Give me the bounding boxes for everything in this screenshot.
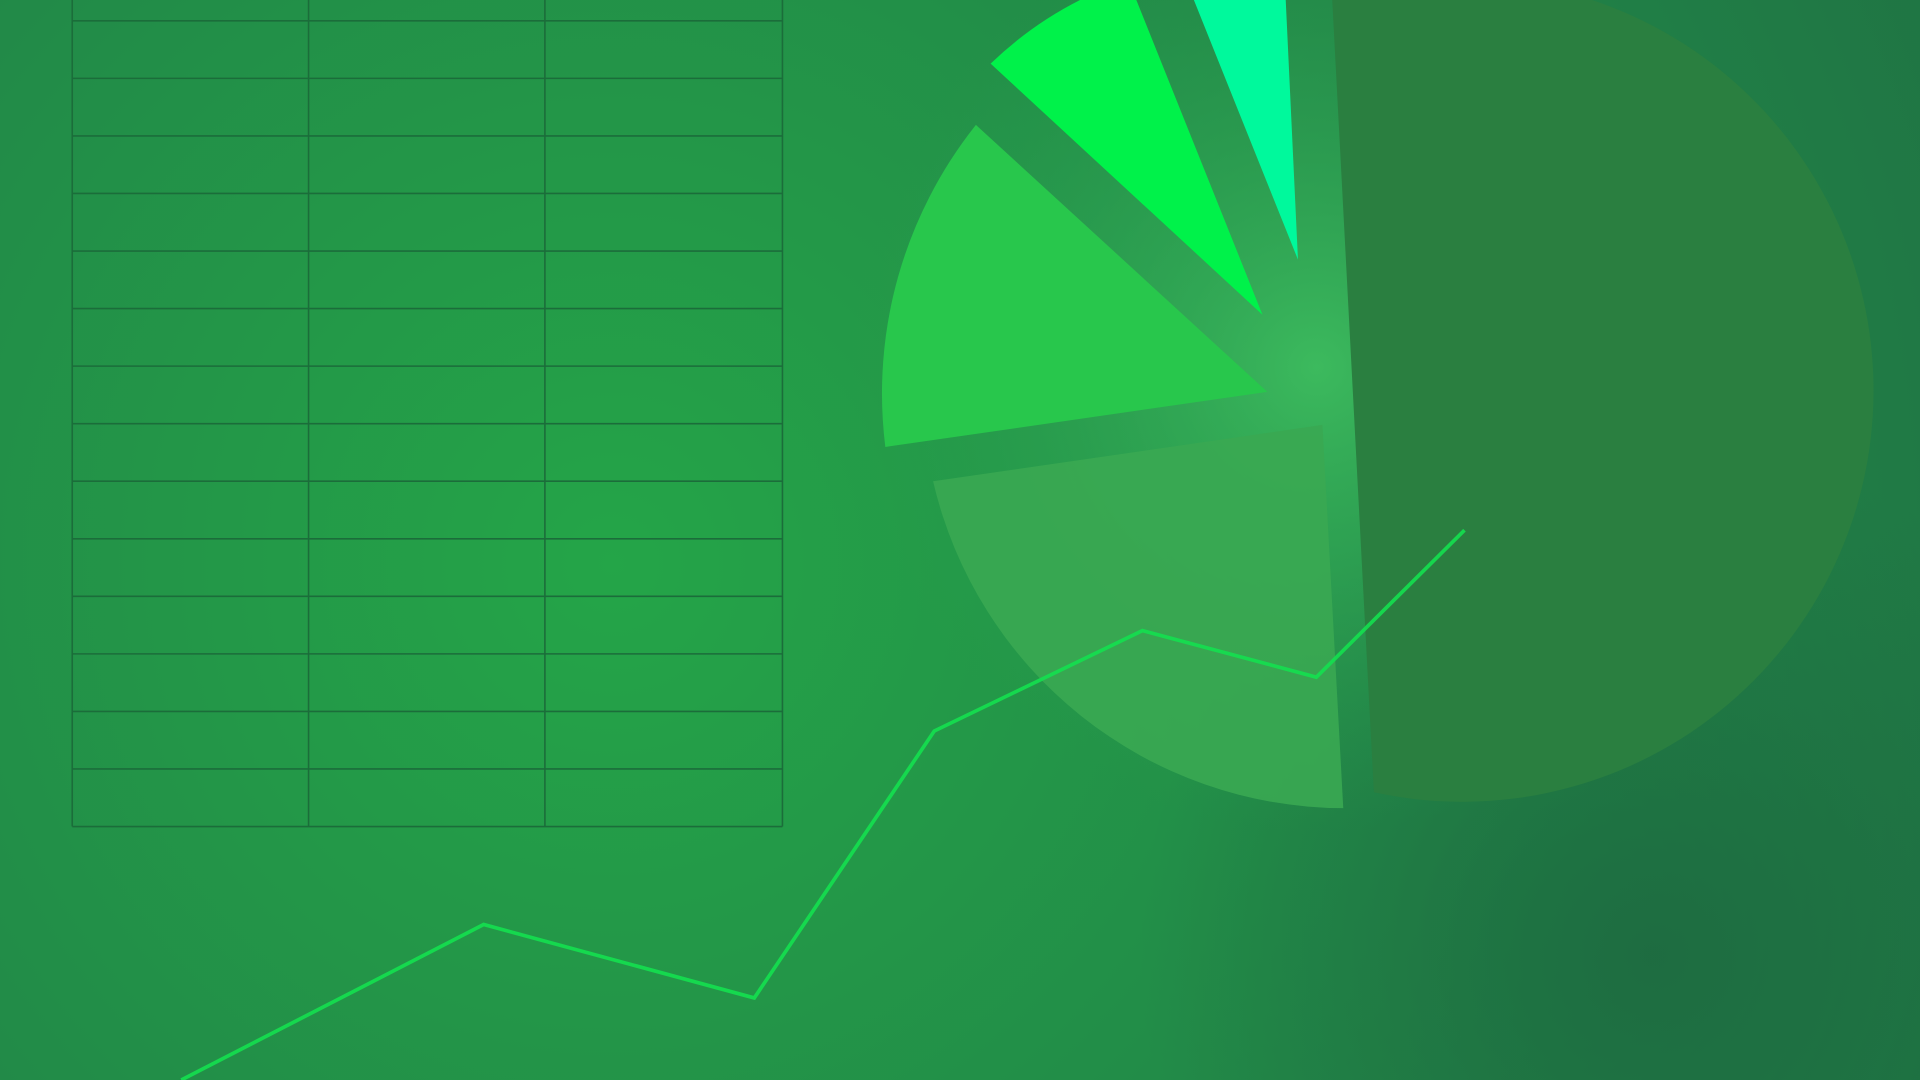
pie-illustration [881, 0, 1874, 809]
spreadsheet-grid [71, 0, 784, 828]
pie-slice [933, 424, 1344, 809]
pie-slice [1193, 0, 1298, 260]
pie-slice [1332, 0, 1874, 802]
pie-slice [881, 124, 1268, 447]
pie-slice [990, 0, 1263, 315]
trend-line [180, 528, 1466, 1080]
